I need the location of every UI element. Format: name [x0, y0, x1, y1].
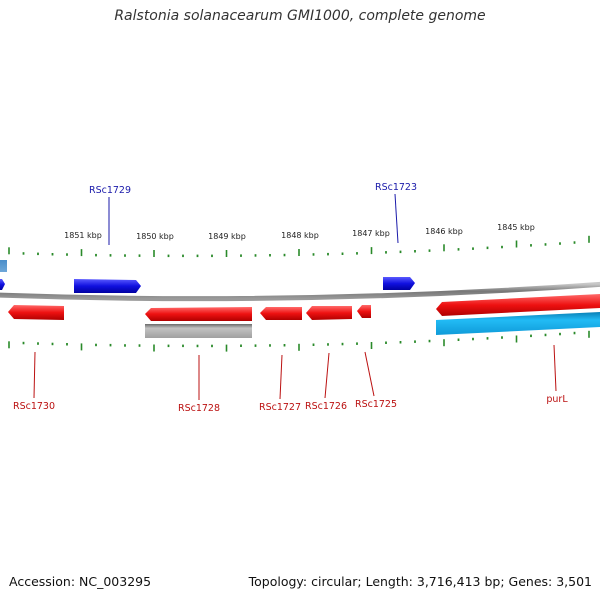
- scale-label-1850: 1850 kbp: [136, 232, 174, 241]
- genome-backbone: [0, 281, 600, 302]
- gene-arrow-rsc1727[interactable]: [260, 307, 302, 320]
- gene-arrow-rsc1728[interactable]: [145, 307, 252, 321]
- gene-label-rsc1726[interactable]: RSc1726: [305, 401, 347, 412]
- gene-label-rsc1729[interactable]: RSc1729: [89, 185, 131, 196]
- partial-feature-steel[interactable]: [0, 260, 7, 272]
- leader-line-rsc1723: [394, 193, 399, 244]
- gene-arrow-rsc1729[interactable]: [74, 279, 141, 293]
- gene-arrow-rsc1730[interactable]: [8, 305, 64, 320]
- bottom-tick-row: [8, 330, 590, 352]
- gene-arrow-rsc1725[interactable]: [357, 305, 371, 318]
- partial-feature-blue[interactable]: [0, 279, 5, 290]
- top-tick-row: [8, 235, 590, 258]
- gene-arrow-rsc1723[interactable]: [383, 277, 415, 290]
- leader-line-rsc1726: [324, 352, 330, 399]
- gene-label-rsc1725[interactable]: RSc1725: [355, 399, 397, 410]
- leader-line-rsc1725: [364, 351, 375, 397]
- scale-label-1851: 1851 kbp: [64, 231, 102, 240]
- gene-arrow-rsc1726[interactable]: [306, 306, 352, 320]
- topology-text: Topology: circular; Length: 3,716,413 bp…: [248, 574, 592, 589]
- leader-line-purl: [553, 344, 557, 392]
- gene-label-rsc1728[interactable]: RSc1728: [178, 403, 220, 414]
- gene-label-rsc1730[interactable]: RSc1730: [13, 401, 55, 412]
- gene-label-rsc1723[interactable]: RSc1723: [375, 182, 417, 193]
- scale-label-1848: 1848 kbp: [281, 231, 319, 240]
- feature-bar-cyan[interactable]: [436, 312, 600, 335]
- scale-label-1849: 1849 kbp: [208, 232, 246, 241]
- gene-label-rsc1727[interactable]: RSc1727: [259, 402, 301, 413]
- map-title: Ralstonia solanacearum GMI1000, complete…: [114, 8, 486, 24]
- gene-arrow-purl[interactable]: [436, 294, 600, 316]
- scale-label-1845: 1845 kbp: [497, 223, 535, 232]
- gene-label-purl[interactable]: purL: [546, 394, 568, 405]
- scale-label-1846: 1846 kbp: [425, 227, 463, 236]
- leader-line-rsc1730: [33, 351, 36, 399]
- accession-text: Accession: NC_003295: [9, 574, 152, 589]
- scale-label-1847: 1847 kbp: [352, 229, 390, 238]
- leader-line-rsc1727: [279, 354, 283, 400]
- feature-bar-grey[interactable]: [145, 324, 252, 338]
